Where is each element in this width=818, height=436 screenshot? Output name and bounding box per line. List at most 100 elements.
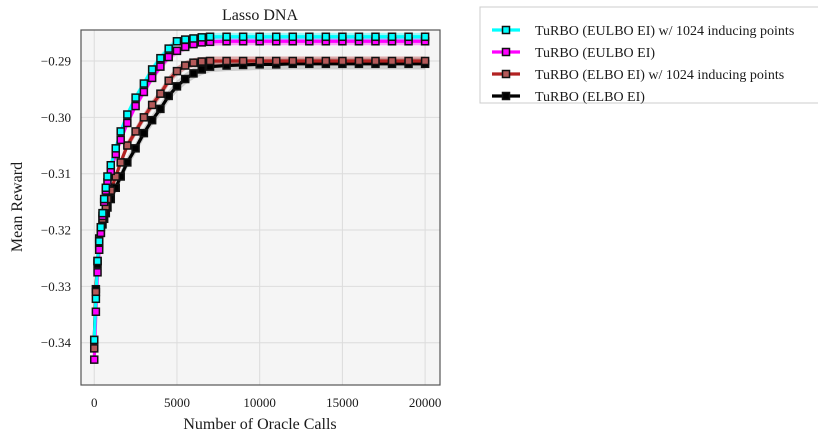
legend-marker (501, 91, 511, 101)
y-tick-label: −0.32 (41, 223, 71, 238)
data-point-marker (189, 58, 198, 67)
data-point-marker (147, 115, 157, 125)
data-point-marker (147, 65, 157, 74)
data-point-marker (197, 65, 207, 74)
data-point-marker (111, 144, 120, 153)
data-point-marker (420, 56, 430, 66)
data-point-marker (271, 56, 281, 66)
x-tick-label: 20000 (409, 395, 442, 410)
data-point-marker (172, 66, 182, 76)
legend-marker (501, 25, 511, 35)
legend-label: TuRBO (EULBO EI) (535, 46, 655, 61)
data-point-marker (371, 56, 380, 66)
data-point-marker (101, 183, 111, 193)
data-point-marker (288, 56, 298, 66)
data-point-marker (131, 127, 140, 136)
data-point-marker (94, 245, 104, 255)
legend-label: TuRBO (ELBO EI) w/ 1024 inducing points (535, 68, 784, 83)
data-point-marker (91, 307, 101, 316)
x-tick-label: 15000 (326, 395, 359, 410)
y-tick-label: −0.29 (41, 53, 71, 68)
data-point-marker (147, 73, 157, 83)
data-point-marker (131, 93, 140, 102)
data-point-marker (116, 135, 125, 145)
y-tick-label: −0.33 (41, 279, 71, 294)
data-point-marker (123, 141, 132, 150)
x-tick-labels: 0 5000 10000 15000 20000 (91, 395, 441, 410)
data-point-marker (420, 32, 430, 42)
data-point-marker (387, 56, 397, 66)
data-point-marker (116, 127, 125, 136)
data-point-marker (180, 61, 190, 70)
data-point-marker (164, 91, 173, 101)
data-point-marker (111, 172, 120, 181)
data-point-marker (131, 144, 140, 153)
data-point-marker (222, 32, 231, 42)
data-point-marker (156, 104, 165, 114)
data-point-marker (156, 89, 165, 98)
data-point-marker (89, 355, 99, 364)
data-point-marker (321, 56, 331, 66)
data-point-marker (197, 33, 207, 42)
data-point-marker (139, 79, 149, 88)
data-point-marker (180, 35, 190, 44)
y-tick-label: −0.31 (41, 166, 71, 181)
data-point-marker (164, 76, 173, 85)
data-point-marker (93, 256, 102, 266)
data-point-marker (404, 32, 413, 42)
legend-label: TuRBO (ELBO EI) (535, 90, 645, 105)
data-point-marker (338, 56, 347, 66)
data-point-marker (96, 222, 106, 232)
data-point-marker (222, 56, 231, 66)
data-point-marker (180, 74, 190, 84)
plot-area (81, 30, 440, 385)
x-axis-label: Number of Oracle Calls (183, 416, 336, 433)
data-point-marker (123, 118, 132, 128)
legend-box (479, 6, 818, 104)
plot-frame (80, 29, 441, 386)
data-point-marker (189, 69, 198, 78)
data-point-marker (238, 56, 248, 66)
data-point-marker (89, 344, 99, 353)
x-tick-label: 0 (91, 395, 98, 410)
data-point-marker (189, 34, 198, 43)
x-tick-label: 10000 (243, 395, 276, 410)
data-point-marker (89, 335, 99, 345)
y-tick-label: −0.30 (41, 110, 71, 125)
data-point-marker (271, 32, 281, 42)
data-point-marker (103, 172, 112, 181)
data-point-marker (147, 100, 157, 110)
series-markers (89, 32, 430, 364)
chart-title: Lasso DNA (222, 7, 298, 24)
data-point-marker (255, 32, 264, 42)
data-point-marker (172, 82, 182, 91)
data-point-marker (156, 62, 165, 71)
data-point-marker (139, 113, 149, 122)
legend-marker (501, 47, 511, 57)
data-point-marker (93, 268, 102, 277)
data-point-marker (387, 32, 397, 42)
data-point-marker (123, 110, 132, 119)
data-point-marker (255, 56, 264, 66)
data-point-marker (371, 32, 380, 42)
data-point-marker (354, 32, 364, 42)
data-point-marker (205, 32, 215, 42)
data-point-marker (338, 32, 347, 42)
y-tick-label: −0.34 (41, 335, 72, 350)
data-point-marker (131, 101, 140, 111)
data-point-marker (116, 158, 125, 167)
data-point-marker (180, 42, 190, 52)
data-point-marker (164, 52, 173, 62)
data-point-marker (164, 44, 173, 53)
data-point-marker (94, 237, 104, 246)
data-point-marker (205, 56, 215, 66)
data-point-marker (98, 208, 107, 218)
data-point-marker (321, 32, 331, 42)
data-point-marker (172, 37, 182, 46)
data-point-marker (288, 32, 298, 42)
legend-label: TuRBO (EULBO EI) w/ 1024 inducing points (535, 24, 794, 39)
legend-marker (501, 69, 511, 79)
y-tick-labels: −0.34 −0.33 −0.32 −0.31 −0.30 −0.29 (41, 53, 72, 350)
data-point-marker (91, 287, 101, 297)
